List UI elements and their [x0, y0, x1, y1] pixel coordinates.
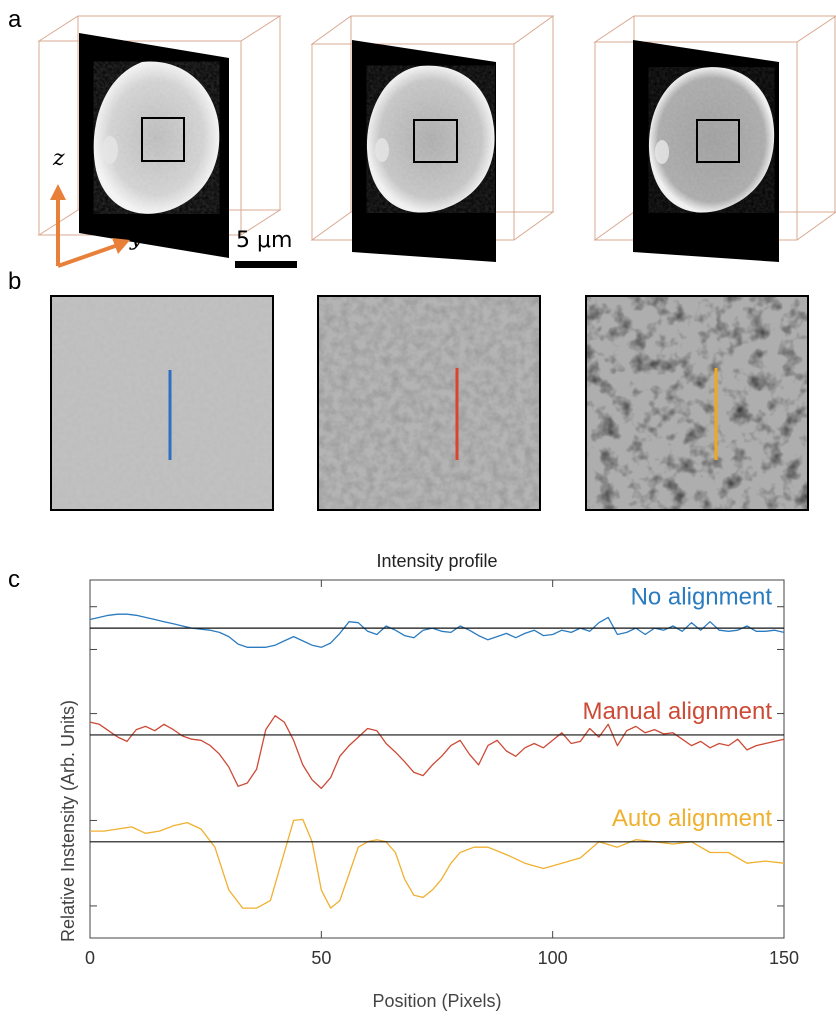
y-axis-label: Relative Instensity (Arb. Units): [58, 700, 78, 942]
series-line-2: [89, 715, 785, 790]
box-edges-1: [37, 15, 282, 236]
axis-arrows: [50, 184, 130, 268]
y-arrowhead-icon: [112, 238, 130, 254]
render-box-3: [593, 15, 836, 262]
z-arrowhead-icon: [50, 184, 66, 200]
plot-area: 0 50 100 150 No alignment Manual alignment Aut…: [85, 579, 799, 968]
x-tick-label: 100: [538, 948, 568, 968]
panel-a-renders: [37, 15, 836, 268]
render-box-1: [37, 15, 282, 258]
series-label-2: Manual alignment: [583, 698, 773, 725]
plot-frame: [89, 579, 785, 939]
roi-box-3: [696, 119, 740, 163]
x-tick-label: 150: [769, 948, 799, 968]
axis-y-label: y: [130, 226, 143, 251]
crop-3: [585, 295, 809, 511]
x-tick-label: 0: [85, 948, 95, 968]
roi-box-1: [141, 117, 185, 162]
panel-letter-b: b: [8, 268, 22, 295]
series-label-3: Auto alignment: [612, 805, 772, 832]
panel-b-crops: [50, 295, 809, 511]
x-axis-label: Position (Pixels): [372, 991, 501, 1011]
crop-1: [50, 295, 274, 511]
series-line-1: [89, 613, 785, 648]
series-label-1: No alignment: [631, 584, 773, 611]
scale-bar-label: 5 μm: [236, 228, 293, 253]
render-box-2: [310, 15, 555, 262]
roi-box-2: [413, 119, 458, 163]
crop-2: [317, 295, 541, 511]
series-line-3: [90, 818, 785, 909]
scale-bar: [235, 261, 297, 268]
axis-z-label: z: [53, 146, 65, 171]
panel-letter-c: c: [8, 566, 20, 593]
intensity-profile-chart: Intensity profile Relative Instensity (A…: [58, 551, 799, 1011]
panel-letter-a: a: [8, 6, 22, 33]
chart-title: Intensity profile: [376, 551, 497, 571]
x-tick-label: 50: [311, 948, 331, 968]
